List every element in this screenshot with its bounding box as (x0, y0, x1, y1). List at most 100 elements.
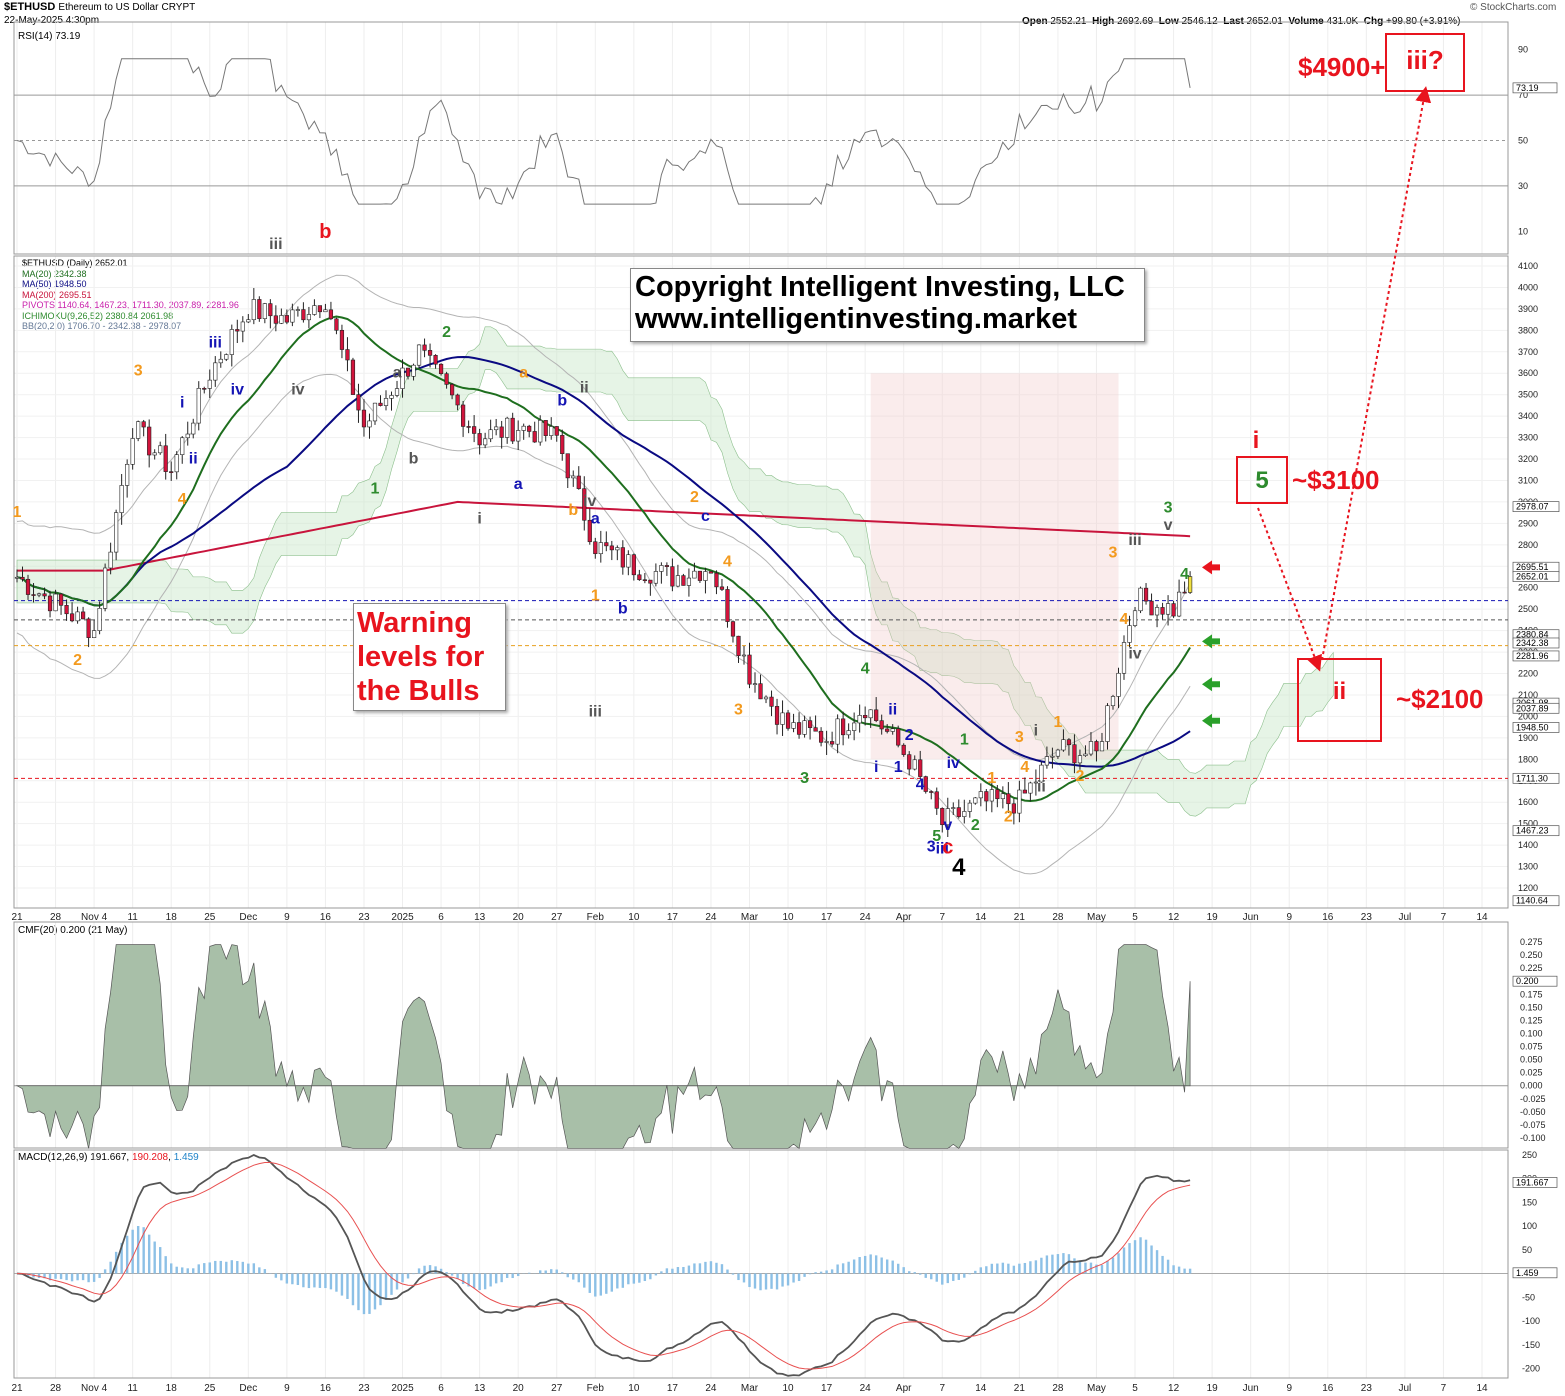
support-arrow (1202, 677, 1220, 692)
wave-label: 1 (1053, 714, 1062, 731)
x-tick-label: 5 (1132, 912, 1138, 923)
macd-histogram-bar (428, 1265, 432, 1274)
price-tag-box (1512, 772, 1560, 784)
macd-histogram-bar (638, 1273, 641, 1283)
candle-body (169, 471, 174, 473)
macd-histogram-bar (621, 1273, 625, 1288)
macd-histogram-bar (1023, 1262, 1027, 1274)
macd-histogram-bar (616, 1273, 619, 1289)
macd-histogram-bar (92, 1273, 96, 1282)
macd-histogram-bar (456, 1273, 459, 1280)
candle-body (824, 741, 829, 743)
wave-label: 1 (960, 731, 969, 748)
candle-body (1121, 642, 1127, 674)
candle-body (763, 696, 769, 700)
candle-body (582, 488, 587, 521)
candle-body (560, 435, 565, 455)
macd-histogram-bar (87, 1273, 90, 1283)
macd-histogram-bar (1056, 1254, 1060, 1274)
x-tick-label: 7 (1441, 1383, 1447, 1394)
macd-histogram-bar (175, 1266, 178, 1274)
candle-body (262, 303, 267, 319)
macd-histogram-bar (494, 1273, 498, 1284)
cmf-tick-label: -0.050 (1520, 1107, 1546, 1117)
macd-histogram-bar (913, 1272, 916, 1274)
macd-histogram-bar (830, 1269, 834, 1274)
macd-histogram-bar (527, 1272, 531, 1274)
macd-histogram-bar (280, 1273, 283, 1281)
x-tick-label: 14 (1476, 912, 1488, 923)
wave-label: b (409, 450, 419, 467)
x-tick-label: 10 (782, 912, 794, 923)
candle-body (136, 421, 141, 439)
macd-histogram-bar (814, 1272, 817, 1274)
macd-tick-label: 50 (1522, 1245, 1532, 1255)
candle-body (1171, 603, 1176, 617)
candle-body (741, 654, 747, 657)
candle-body (466, 426, 471, 428)
candle-body (108, 551, 113, 569)
candle-body (1176, 591, 1182, 617)
macd-histogram-bar (450, 1273, 454, 1276)
candle-body (830, 741, 835, 745)
macd-tick-label: -150 (1522, 1340, 1540, 1350)
candle-body (697, 570, 703, 581)
price-tick-label: 2200 (1518, 669, 1538, 679)
candle-body (461, 404, 466, 427)
candle-body (323, 309, 328, 313)
symbol: $ETHUSD (4, 1, 56, 13)
x-tick-label: 24 (705, 912, 717, 923)
price-tick-label: 2100 (1518, 690, 1538, 700)
candle-body (984, 791, 989, 802)
candle-body (477, 433, 482, 446)
macd-histogram-bar (236, 1261, 239, 1274)
candle-body (1105, 705, 1110, 742)
price-tick-label: 1800 (1518, 754, 1538, 764)
macd-histogram-bar (770, 1273, 773, 1289)
price-tag-box (1512, 650, 1560, 662)
candle-body (703, 571, 708, 581)
warning-box: Warning levels for the Bulls (353, 603, 506, 711)
candle-body (587, 519, 592, 543)
price-tag-box (1512, 895, 1560, 907)
macd-histogram-bar (610, 1273, 614, 1292)
macd-value-tag: 191.667 (1516, 1177, 1549, 1187)
candle-body (152, 452, 157, 456)
x-tick-label: 10 (628, 1383, 640, 1394)
macd-histogram-bar (643, 1273, 647, 1282)
macd-histogram-bar (594, 1273, 597, 1297)
macd-histogram-bar (445, 1272, 448, 1274)
x-tick-label: 20 (513, 1383, 525, 1394)
candle-body (1050, 755, 1055, 758)
wave-label: v (943, 817, 952, 834)
candle-body (290, 309, 295, 323)
wave-label: 2 (1004, 809, 1013, 826)
candle-body (1022, 789, 1027, 794)
macd-histogram-bar (285, 1273, 289, 1284)
candle-body (813, 727, 818, 732)
legend-ma200: MA(200) 2695.51 (22, 289, 92, 300)
wave-label: b (568, 502, 578, 519)
x-tick-label: 21 (1014, 912, 1026, 923)
candle-body (907, 754, 912, 770)
x-tick-label: 23 (358, 1383, 370, 1394)
macd-histogram-bar (147, 1234, 151, 1274)
rsi-tick-label: 10 (1518, 226, 1528, 236)
candle-body (642, 579, 647, 582)
wave-label: b (557, 392, 567, 409)
wave-label: 4 (1180, 566, 1189, 583)
macd-tick-label: 150 (1522, 1197, 1537, 1207)
x-tick-label: 9 (284, 1383, 290, 1394)
macd-histogram-bar (483, 1273, 487, 1290)
candle-body (494, 426, 499, 431)
wave-label: b (618, 600, 628, 617)
macd-histogram-bar (434, 1266, 437, 1274)
macd-histogram-bar (164, 1256, 167, 1274)
cmf-tick-label: -0.100 (1520, 1133, 1546, 1143)
wave-label: 4 (1020, 759, 1029, 776)
x-tick-label: 17 (821, 1383, 833, 1394)
candle-body (257, 299, 262, 319)
candle-body (334, 318, 339, 331)
candle-body (1088, 741, 1094, 755)
stockcharts-brand: © StockCharts.com (1470, 2, 1557, 13)
